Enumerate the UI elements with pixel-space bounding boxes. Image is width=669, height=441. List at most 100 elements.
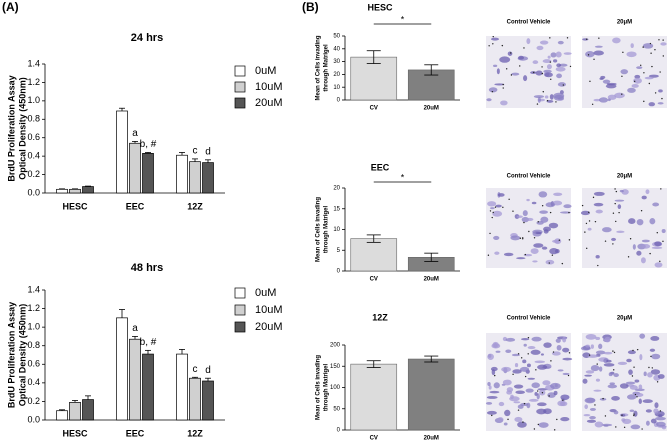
micrograph: [486, 188, 572, 268]
cell: [499, 56, 511, 63]
cell: [614, 199, 625, 202]
cell: [522, 359, 527, 364]
pore: [648, 82, 651, 85]
pore: [643, 100, 645, 103]
cell: [650, 418, 657, 424]
pore: [643, 72, 645, 74]
cell: [503, 252, 514, 257]
pore: [598, 37, 600, 39]
pore: [661, 97, 663, 100]
pore: [612, 212, 615, 214]
cell: [587, 354, 598, 358]
cell: [540, 353, 544, 356]
cell: [513, 384, 524, 389]
cell: [661, 229, 666, 234]
cell: [634, 74, 641, 79]
pore: [602, 397, 604, 400]
bar: [56, 410, 68, 421]
pore: [659, 410, 662, 412]
cell: [495, 204, 502, 208]
pore: [567, 374, 570, 377]
cell: [593, 98, 601, 102]
pore: [553, 429, 556, 431]
cell: [498, 401, 505, 407]
image-label: 20μM: [617, 316, 632, 322]
cell: [537, 402, 547, 407]
cell: [553, 59, 558, 63]
legend-label: 20uM: [255, 321, 283, 333]
cell: [613, 373, 619, 378]
pore: [633, 413, 635, 415]
pore: [592, 196, 595, 199]
cell: [533, 95, 545, 99]
cell: [505, 349, 512, 353]
cell: [639, 333, 646, 339]
pore: [622, 51, 624, 54]
cell: [589, 407, 596, 411]
cell: [534, 360, 546, 364]
pore: [548, 262, 550, 264]
pore: [649, 42, 652, 45]
cell: [626, 358, 632, 363]
cell: [487, 353, 494, 360]
pore: [597, 264, 599, 267]
cell: [489, 390, 500, 394]
cell: [600, 75, 606, 79]
pore: [593, 58, 595, 60]
cell: [589, 416, 596, 420]
error-bar: [366, 50, 381, 64]
pore: [568, 352, 571, 354]
pore: [562, 399, 564, 401]
cell: [553, 192, 563, 196]
cell: [545, 259, 555, 265]
pore: [566, 37, 569, 39]
pore: [491, 414, 493, 417]
pore: [604, 415, 607, 417]
pore: [519, 237, 522, 239]
pore: [568, 211, 570, 214]
bar: [116, 110, 128, 194]
cell: [493, 64, 498, 68]
cell: [636, 66, 643, 70]
cell: [530, 349, 541, 355]
pore: [489, 210, 492, 212]
cell: [595, 350, 606, 355]
cell: [516, 215, 523, 218]
bar-annotation: d: [205, 146, 211, 157]
cell: [605, 83, 617, 89]
cell: [628, 369, 633, 375]
cell: [648, 102, 656, 107]
cell: [638, 384, 643, 391]
pore: [633, 366, 635, 368]
y-tick-label: 150: [330, 364, 341, 370]
pore: [629, 238, 632, 240]
y-axis-label: Mean of Cells invading: [316, 197, 322, 262]
cell: [526, 363, 531, 368]
pore: [487, 254, 490, 256]
cell: [487, 201, 497, 207]
pore: [550, 360, 552, 362]
panel-label: (A): [2, 0, 19, 14]
cell: [629, 385, 638, 390]
cell: [632, 244, 636, 250]
micrograph-bg: [582, 188, 667, 268]
pore: [594, 404, 596, 406]
cell: [649, 218, 656, 225]
cell: [516, 257, 526, 260]
pore: [613, 369, 615, 371]
pore: [536, 103, 539, 105]
pore: [507, 418, 509, 421]
cell: [631, 83, 639, 88]
pore: [523, 402, 526, 405]
cell: [492, 210, 503, 217]
micrograph: [485, 333, 573, 431]
cell: [537, 364, 548, 370]
cell: [526, 38, 531, 45]
cell: [558, 63, 568, 67]
cell: [509, 396, 520, 402]
pore: [541, 392, 544, 394]
cell: [547, 55, 551, 59]
bar: [176, 353, 188, 421]
x-tick-label: 20uM: [424, 106, 439, 112]
